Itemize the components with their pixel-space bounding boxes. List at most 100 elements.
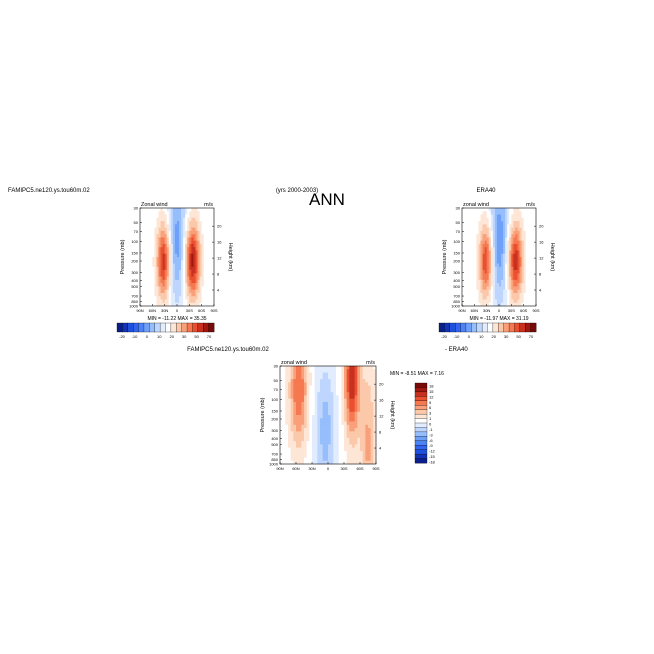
heat-cell — [521, 253, 524, 258]
heat-cell — [205, 273, 209, 277]
heat-cell — [154, 253, 157, 258]
heat-cell — [509, 299, 512, 304]
heat-cell — [195, 263, 198, 268]
heat-cell — [373, 379, 377, 383]
heat-cell — [181, 292, 184, 297]
heat-cell — [205, 237, 209, 241]
heat-cell — [486, 221, 490, 225]
heat-cell — [354, 444, 358, 448]
colorbar-swatch — [165, 322, 172, 333]
heat-cell — [365, 457, 369, 462]
p-tick-label: 50 — [134, 220, 139, 225]
heat-cell — [509, 250, 512, 255]
colorbar-swatch — [414, 453, 428, 459]
heat-cell — [288, 454, 291, 458]
heat-cell — [211, 247, 215, 251]
heat-cell — [317, 408, 321, 413]
heat-cell — [490, 289, 494, 294]
heat-cell — [474, 273, 477, 277]
heat-cell — [140, 224, 143, 228]
heat-cell — [525, 221, 529, 225]
heat-cell — [156, 234, 159, 238]
heat-cell — [527, 250, 531, 255]
heat-cell — [507, 214, 510, 219]
heat-cell — [142, 289, 145, 294]
heat-cell — [322, 418, 326, 422]
heat-cell — [162, 253, 165, 258]
panel-title: Zonal wind — [141, 202, 168, 208]
heat-cell — [503, 279, 506, 284]
heat-cell — [346, 441, 350, 445]
heat-cell — [357, 441, 361, 445]
heat-cell — [478, 243, 481, 248]
heat-cell — [183, 286, 186, 290]
heat-cell — [181, 214, 184, 219]
heat-cell — [301, 382, 305, 386]
heat-cell — [515, 253, 518, 258]
colorbar-label: -1 — [429, 427, 433, 432]
heat-cell — [301, 447, 305, 452]
heat-cell — [185, 302, 188, 307]
heat-cell — [181, 247, 184, 251]
heat-cell — [474, 230, 477, 235]
heat-cell — [306, 437, 310, 442]
heat-cell — [529, 227, 533, 232]
heat-cell — [507, 296, 510, 300]
heat-cell — [152, 237, 155, 241]
heat-cell — [513, 247, 516, 251]
heat-cell — [501, 296, 504, 300]
heat-cell — [142, 257, 145, 261]
heat-cell — [496, 214, 500, 219]
heat-cell — [144, 224, 147, 228]
heat-cell — [333, 408, 337, 413]
heat-cell — [166, 227, 170, 232]
heat-cell — [280, 401, 283, 406]
heat-cell — [466, 263, 469, 268]
heat-cell — [172, 221, 176, 225]
heat-cell — [529, 263, 533, 268]
heat-cell — [330, 401, 334, 406]
heat-cell — [517, 230, 520, 235]
heat-cell — [484, 279, 487, 284]
heat-cell — [462, 260, 465, 264]
heat-cell — [365, 382, 369, 386]
heat-cell — [301, 385, 305, 390]
heat-cell — [325, 434, 329, 439]
heat-cell — [322, 411, 326, 416]
heat-cell — [509, 296, 512, 300]
heat-cell — [478, 221, 481, 225]
heat-cell — [336, 418, 339, 422]
heat-cell — [349, 431, 353, 435]
heat-cell — [328, 369, 331, 373]
heat-cell — [352, 424, 355, 429]
heat-cell — [211, 289, 215, 294]
heat-cell — [336, 460, 339, 465]
heat-cell — [325, 415, 329, 419]
colorbar-swatch — [449, 322, 456, 333]
heat-cell — [482, 292, 485, 297]
heat-cell — [317, 434, 321, 439]
heat-cell — [282, 408, 286, 413]
heat-cell — [478, 211, 481, 215]
heat-cell — [280, 405, 283, 409]
heat-cell — [373, 395, 377, 399]
heat-cell — [354, 418, 358, 422]
heat-cell — [519, 227, 522, 232]
heat-cell — [150, 276, 153, 281]
heat-cell — [515, 276, 518, 281]
heat-cell — [193, 227, 196, 232]
heat-cell — [525, 266, 529, 271]
heat-cell — [519, 292, 522, 297]
heat-cell — [156, 237, 159, 241]
heat-cell — [464, 276, 467, 281]
heat-cell — [201, 263, 205, 268]
heat-cell — [519, 211, 522, 215]
heat-cell — [209, 237, 213, 241]
heat-cell — [160, 296, 163, 300]
heat-cell — [148, 296, 151, 300]
heat-cell — [466, 227, 469, 232]
heat-cell — [499, 243, 502, 248]
heat-cell — [203, 263, 207, 268]
heat-cell — [499, 217, 502, 222]
